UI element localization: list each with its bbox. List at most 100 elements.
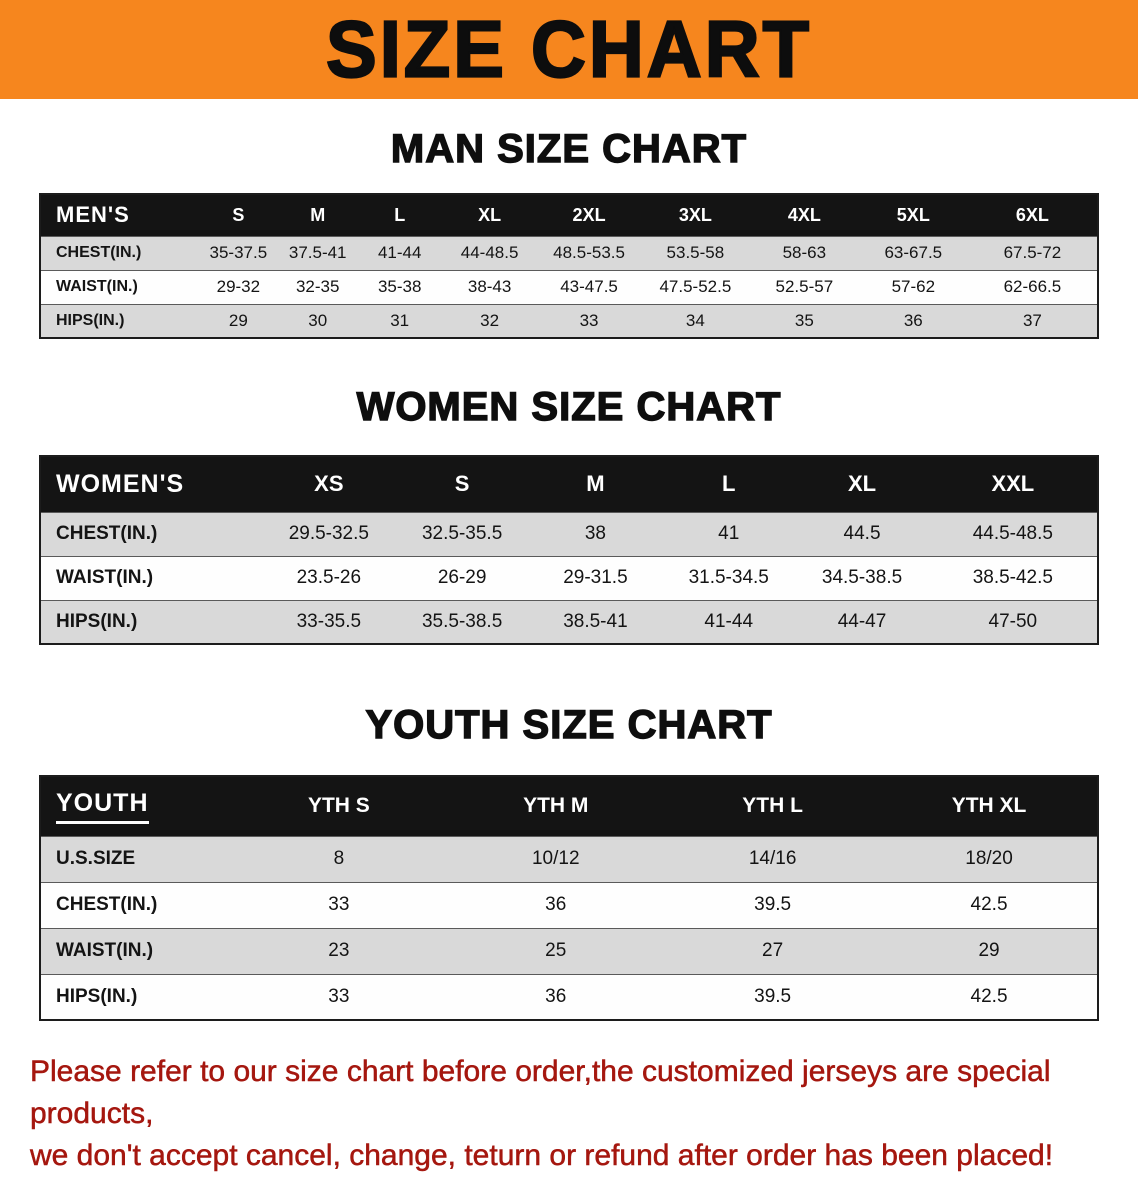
table-row: HIPS(IN.) 33-35.5 35.5-38.5 38.5-41 41-4…: [40, 599, 1098, 644]
size-cell: 38: [528, 511, 663, 556]
size-cell: 23: [230, 927, 448, 974]
size-cell: 29.5-32.5: [262, 511, 396, 556]
size-cell: 41-44: [357, 235, 442, 270]
row-label: WAIST(IN.): [40, 927, 231, 974]
size-cell: 31: [357, 303, 442, 338]
table-row: HIPS(IN.) 33 36 39.5 42.5: [40, 973, 1098, 1020]
size-chart-title: SIZE CHART: [325, 4, 812, 94]
size-cell: 38.5-41: [528, 599, 663, 644]
size-cell: 48.5-53.5: [537, 235, 641, 270]
youth-table-header-row: YOUTH YTH S YTH M YTH L YTH XL: [40, 776, 1098, 836]
men-table-header-row: MEN'S S M L XL 2XL 3XL 4XL 5XL 6XL: [40, 194, 1098, 236]
size-cell: 67.5-72: [967, 235, 1098, 270]
size-cell: 18/20: [881, 835, 1098, 882]
size-cell: 33: [230, 881, 448, 928]
size-cell: 47-50: [928, 599, 1098, 644]
row-label: HIPS(IN.): [40, 303, 199, 338]
table-row: WAIST(IN.) 23 25 27 29: [40, 927, 1098, 974]
size-cell: 36: [447, 973, 665, 1020]
size-cell: 62-66.5: [967, 269, 1098, 304]
size-cell: 37: [967, 303, 1098, 338]
size-cell: 44.5-48.5: [928, 511, 1098, 556]
header-cell: XS: [262, 456, 396, 512]
size-cell: 41-44: [662, 599, 796, 644]
size-cell: 29: [198, 303, 279, 338]
women-table-header-row: WOMEN'S XS S M L XL XXL: [40, 456, 1098, 512]
header-cell: S: [395, 456, 529, 512]
header-cell: YTH S: [230, 776, 448, 836]
youth-section-heading: YOUTH SIZE CHART: [365, 702, 773, 747]
size-cell: 39.5: [664, 973, 882, 1020]
header-cell: M: [278, 194, 358, 236]
header-cell: 6XL: [967, 194, 1098, 236]
table-row: U.S.SIZE 8 10/12 14/16 18/20: [40, 835, 1098, 882]
size-cell: 33-35.5: [262, 599, 396, 644]
size-cell: 35-37.5: [198, 235, 279, 270]
size-cell: 33: [537, 303, 641, 338]
size-cell: 42.5: [881, 881, 1098, 928]
banner: SIZE CHART: [0, 0, 1138, 99]
size-cell: 36: [447, 881, 665, 928]
size-cell: 44-48.5: [442, 235, 538, 270]
size-cell: 29-32: [198, 269, 279, 304]
size-cell: 27: [664, 927, 882, 974]
header-cell: 4XL: [749, 194, 859, 236]
table-row: WAIST(IN.) 29-32 32-35 35-38 38-43 43-47…: [40, 269, 1098, 304]
size-cell: 42.5: [881, 973, 1098, 1020]
size-cell: 41: [662, 511, 796, 556]
size-cell: 44-47: [795, 599, 929, 644]
header-cell: 3XL: [640, 194, 750, 236]
row-label: WAIST(IN.): [40, 555, 263, 600]
header-cell: 5XL: [858, 194, 968, 236]
size-cell: 43-47.5: [537, 269, 641, 304]
youth-table-title-cell: YOUTH: [40, 776, 231, 836]
header-cell: L: [662, 456, 796, 512]
row-label: U.S.SIZE: [40, 835, 231, 882]
men-table-title-cell: MEN'S: [40, 194, 199, 236]
row-label: WAIST(IN.): [40, 269, 199, 304]
disclaimer-line: Please refer to our size chart before or…: [30, 1055, 1051, 1131]
header-cell: L: [357, 194, 442, 236]
women-section-heading: WOMEN SIZE CHART: [356, 384, 782, 429]
table-row: HIPS(IN.) 29 30 31 32 33 34 35 36 37: [40, 303, 1098, 338]
size-cell: 63-67.5: [858, 235, 968, 270]
size-cell: 10/12: [447, 835, 665, 882]
size-cell: 44.5: [795, 511, 929, 556]
header-cell: S: [198, 194, 279, 236]
row-label: CHEST(IN.): [40, 511, 263, 556]
size-cell: 53.5-58: [640, 235, 750, 270]
row-label: CHEST(IN.): [40, 235, 199, 270]
size-cell: 38.5-42.5: [928, 555, 1098, 600]
header-cell: YTH M: [447, 776, 665, 836]
youth-size-table: YOUTH YTH S YTH M YTH L YTH XL U.S.SIZE …: [39, 775, 1099, 1021]
header-cell: YTH XL: [881, 776, 1098, 836]
row-label: HIPS(IN.): [40, 599, 263, 644]
size-cell: 34: [640, 303, 750, 338]
youth-table-title-text: YOUTH: [56, 789, 149, 824]
size-cell: 57-62: [858, 269, 968, 304]
size-cell: 35-38: [357, 269, 442, 304]
size-cell: 26-29: [395, 555, 529, 600]
size-cell: 58-63: [749, 235, 859, 270]
size-cell: 30: [278, 303, 358, 338]
size-cell: 23.5-26: [262, 555, 396, 600]
size-cell: 25: [447, 927, 665, 974]
header-cell: YTH L: [664, 776, 882, 836]
header-cell: M: [528, 456, 663, 512]
women-table-title-cell: WOMEN'S: [40, 456, 263, 512]
size-cell: 35.5-38.5: [395, 599, 529, 644]
men-size-table: MEN'S S M L XL 2XL 3XL 4XL 5XL 6XL CHEST…: [39, 193, 1099, 339]
disclaimer: Please refer to our size chart before or…: [0, 1051, 1138, 1177]
size-cell: 8: [230, 835, 448, 882]
header-cell: 2XL: [537, 194, 641, 236]
disclaimer-line: we don't accept cancel, change, teturn o…: [30, 1139, 1054, 1173]
size-cell: 35: [749, 303, 859, 338]
size-cell: 14/16: [664, 835, 882, 882]
size-cell: 32.5-35.5: [395, 511, 529, 556]
size-cell: 32: [442, 303, 538, 338]
size-cell: 52.5-57: [749, 269, 859, 304]
header-cell: XL: [442, 194, 538, 236]
table-row: CHEST(IN.) 35-37.5 37.5-41 41-44 44-48.5…: [40, 235, 1098, 270]
size-cell: 47.5-52.5: [640, 269, 750, 304]
